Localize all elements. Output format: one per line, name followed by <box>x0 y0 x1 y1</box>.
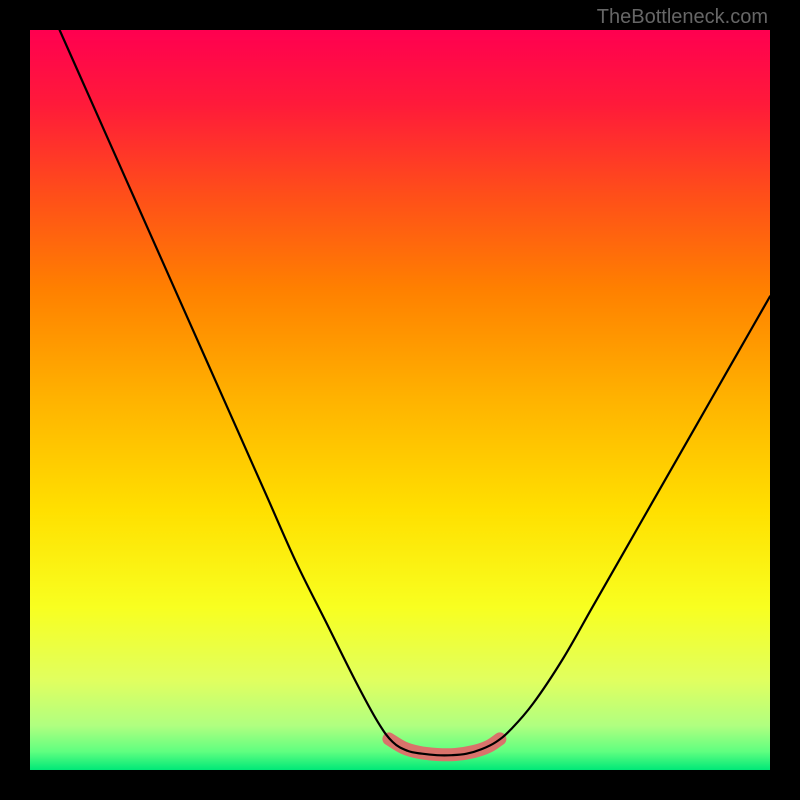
chart-container: TheBottleneck.com <box>0 0 800 800</box>
gradient-background <box>30 30 770 770</box>
watermark-text: TheBottleneck.com <box>597 6 768 29</box>
bottleneck-chart <box>30 30 770 770</box>
plot-area <box>30 30 770 770</box>
